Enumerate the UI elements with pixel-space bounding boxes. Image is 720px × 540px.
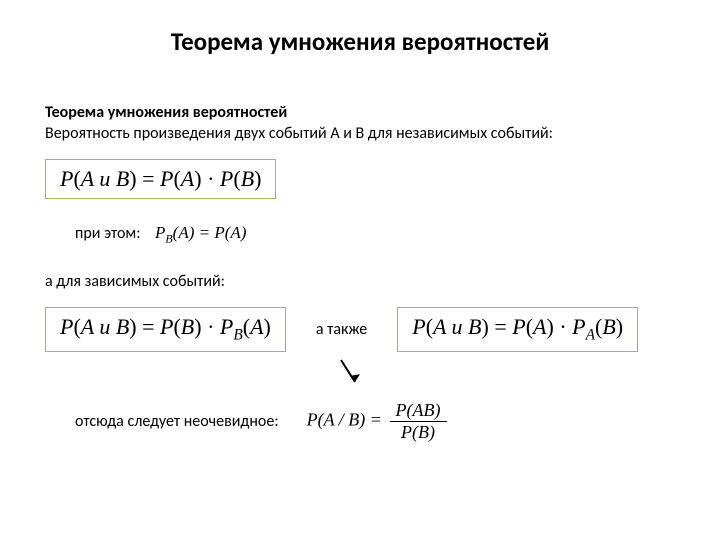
formula-box-1: P(A и B) = P(A) · P(B) [45,159,276,199]
frac-left: P(A / B) = [307,409,382,429]
page-title: Теорема умножения вероятностей [45,26,675,57]
frac-num: P(AB) [390,400,447,421]
formula-3-text: P(A и B) = P(A) · PA(B) [412,314,623,339]
arrow-wrap [45,352,675,392]
formula-2-text: P(A и B) = P(B) · PB(A) [60,314,271,339]
fraction: P(AB) P(B) [390,400,447,443]
also-label: а также [316,320,367,339]
section-dependent: а для зависимых событий: [45,272,675,291]
frac-den: P(B) [390,421,447,443]
formula-row-dependent: P(A и B) = P(B) · PB(A) а также P(A и B)… [45,307,675,351]
conclusion-text: отсюда следует неочевидное: [75,412,279,431]
formula-1-text: P(A и B) = P(A) · P(B) [60,166,261,191]
formula-box-3: P(A и B) = P(A) · PA(B) [397,307,638,351]
conclusion-row: отсюда следует неочевидное: P(A / B) = P… [75,400,675,443]
row-pri-etom: при этом: PB(A) = P(A) [75,223,675,246]
intro-text: Вероятность произведения двух событий А … [45,124,675,143]
formula-box-2: P(A и B) = P(B) · PB(A) [45,307,286,351]
inline-formula-1: PB(A) = P(A) [155,223,246,242]
pri-etom-label: при этом: [75,224,141,243]
arrow-icon [335,356,363,392]
subtitle: Теорема умножения вероятностей [45,103,675,122]
bayes-fraction: P(A / B) = P(AB) P(B) [307,400,447,443]
